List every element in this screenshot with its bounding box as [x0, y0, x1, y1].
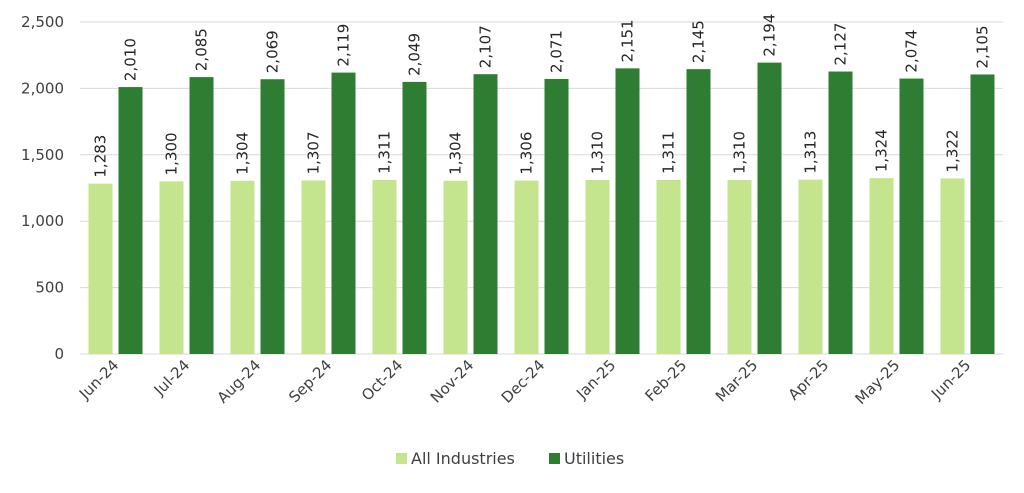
- legend-label: All Industries: [411, 449, 515, 468]
- data-label: 1,304: [234, 132, 252, 175]
- data-label: 1,307: [305, 131, 323, 174]
- x-tick-label: May-25: [852, 356, 904, 408]
- data-label: 2,069: [264, 30, 282, 73]
- data-label: 2,085: [193, 28, 211, 71]
- data-label: 2,119: [335, 24, 353, 67]
- legend-label: Utilities: [564, 449, 624, 468]
- bar-utilities: [757, 62, 782, 354]
- x-tick-label: Oct-24: [358, 356, 406, 404]
- bar-all-industries: [301, 180, 326, 354]
- bar-all-industries: [514, 180, 539, 354]
- bar-all-industries: [88, 183, 113, 354]
- data-label: 2,105: [974, 26, 992, 69]
- bar-utilities: [615, 68, 640, 354]
- data-label: 1,313: [802, 131, 820, 174]
- bar-utilities: [402, 81, 427, 355]
- bar-all-industries: [727, 180, 752, 354]
- bar-all-industries: [869, 178, 894, 354]
- bar-all-industries: [159, 181, 184, 354]
- bar-utilities: [970, 74, 995, 355]
- data-label: 1,322: [944, 129, 962, 172]
- legend-swatch: [549, 453, 560, 464]
- data-label: 2,074: [903, 30, 921, 73]
- data-label: 1,310: [589, 131, 607, 174]
- data-label: 1,304: [447, 132, 465, 175]
- y-axis-ticks: 0 500 1,000 1,500 2,000 2,500: [21, 13, 64, 363]
- bar-utilities: [686, 69, 711, 355]
- x-tick-label: Nov-24: [427, 356, 477, 406]
- bar-all-industries: [230, 180, 255, 354]
- data-labels: 1,283 2,010 1,300 2,085 1,304 2,069 1,307 2,119…: [92, 14, 992, 178]
- bars: [88, 62, 995, 355]
- bar-all-industries: [372, 179, 397, 354]
- x-tick-label: Jun-24: [75, 356, 122, 403]
- gridlines: [80, 21, 1003, 355]
- y-tick-label: 1,500: [21, 146, 64, 164]
- y-tick-label: 2,500: [21, 13, 64, 31]
- x-tick-label: Mar-25: [712, 356, 761, 405]
- data-label: 1,283: [92, 135, 110, 178]
- x-tick-label: Dec-24: [498, 356, 549, 407]
- data-label: 2,107: [477, 25, 495, 68]
- bar-utilities: [189, 77, 214, 354]
- bar-all-industries: [656, 179, 681, 354]
- bar-all-industries: [443, 180, 468, 354]
- bar-utilities: [544, 78, 569, 355]
- x-tick-label: Jun-25: [927, 356, 974, 403]
- x-tick-label: Aug-24: [214, 356, 265, 407]
- data-label: 1,311: [660, 131, 678, 174]
- legend-swatch: [396, 453, 407, 464]
- y-tick-label: 500: [35, 279, 64, 297]
- y-tick-label: 0: [54, 345, 64, 363]
- data-label: 2,049: [406, 33, 424, 76]
- data-label: 1,311: [376, 131, 394, 174]
- y-tick-label: 1,000: [21, 212, 64, 230]
- bar-utilities: [118, 87, 143, 355]
- x-tick-label: Apr-25: [785, 356, 833, 404]
- x-tick-label: Jul-24: [150, 356, 194, 400]
- data-label: 2,145: [690, 20, 708, 63]
- data-label: 2,010: [122, 38, 140, 81]
- data-label: 1,306: [518, 132, 536, 175]
- data-label: 2,194: [761, 14, 779, 57]
- x-axis-ticks: Jun-24 Jul-24 Aug-24 Sep-24 Oct-24 Nov-24 Dec-…: [75, 356, 974, 408]
- x-tick-label: Jan-25: [572, 356, 619, 403]
- bar-utilities: [899, 78, 924, 354]
- legend: All Industries Utilities: [396, 449, 624, 468]
- bar-utilities: [473, 74, 498, 354]
- y-tick-label: 2,000: [21, 79, 64, 97]
- bar-all-industries: [585, 180, 610, 354]
- data-label: 2,127: [832, 23, 850, 66]
- bar-all-industries: [940, 178, 965, 354]
- bar-utilities: [828, 71, 853, 355]
- x-tick-label: Feb-25: [641, 356, 690, 405]
- data-label: 2,151: [619, 19, 637, 62]
- bar-all-industries: [798, 179, 823, 354]
- data-label: 1,310: [731, 131, 749, 174]
- bar-utilities: [260, 79, 285, 354]
- data-label: 2,071: [548, 30, 566, 73]
- data-label: 1,324: [873, 129, 891, 172]
- x-tick-label: Sep-24: [285, 356, 335, 406]
- data-label: 1,300: [163, 132, 181, 175]
- bar-utilities: [331, 72, 356, 354]
